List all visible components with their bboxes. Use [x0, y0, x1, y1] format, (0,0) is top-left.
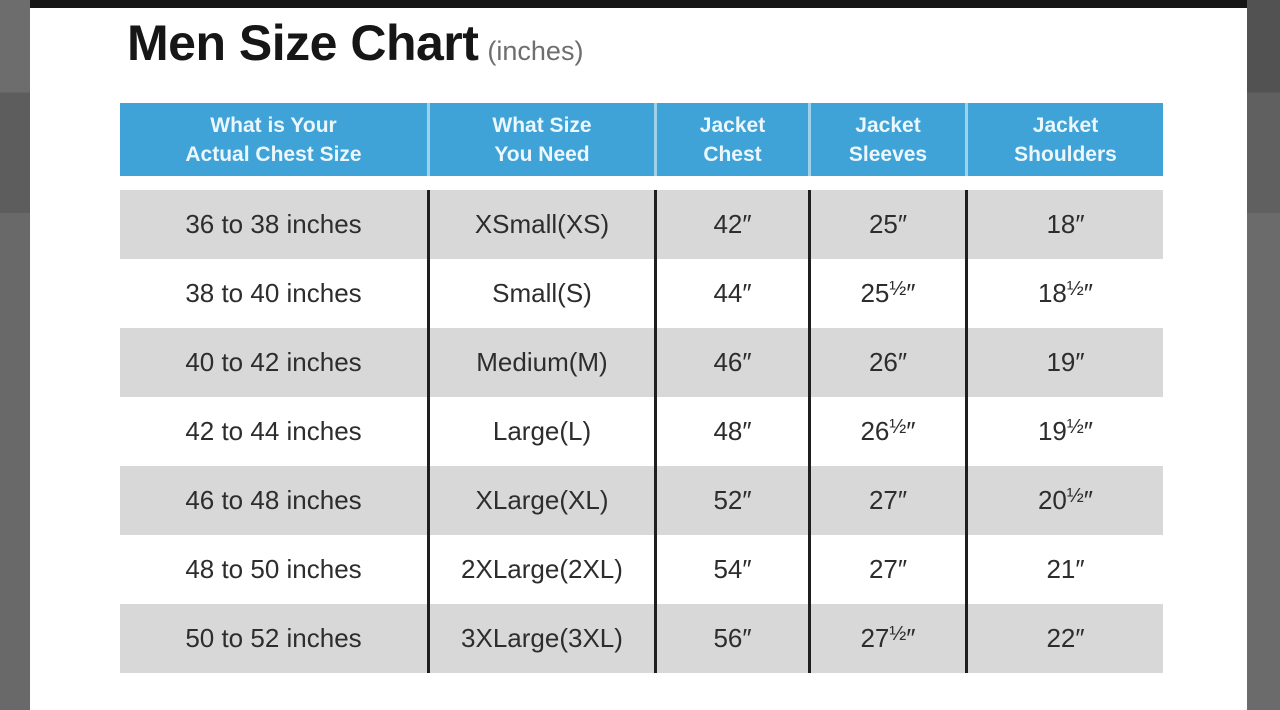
page-title-block: Men Size Chart (inches) — [127, 14, 583, 72]
table-cell: 54″ — [654, 535, 808, 604]
header-cell-jacket-sleeves: Jacket Sleeves — [808, 103, 965, 176]
top-edge-bar — [30, 0, 1247, 8]
table-cell: 40 to 42 inches — [185, 347, 362, 377]
table-cell: Small(S) — [427, 259, 654, 328]
table-cell: 50 to 52 inches — [185, 623, 362, 653]
table-cell: 36 to 38 inches — [185, 209, 362, 239]
header-cell-jacket-shoulders: Jacket Shoulders — [965, 103, 1163, 176]
table-row: 42 to 44 inches Large(L) 48″ 26 ½ ″ 19 ½ ″ — [120, 397, 1163, 466]
table-cell: 27″ — [808, 466, 965, 535]
table-cell: Medium(M) — [427, 328, 654, 397]
table-cell: 52″ — [654, 466, 808, 535]
table-cell: 46 to 48 inches — [185, 485, 362, 515]
table-cell: 46″ — [654, 328, 808, 397]
table-body: 36 to 38 inches XSmall(XS) 42″ 25″ 18″ 38 to … — [120, 190, 1163, 673]
table-cell: 27″ — [808, 535, 965, 604]
table-cell: 22″ — [965, 604, 1163, 673]
table-cell: 42″ — [654, 190, 808, 259]
table-header-row: What is Your Actual Chest Size What Size… — [120, 103, 1163, 176]
size-chart-table: What is Your Actual Chest Size What Size… — [120, 103, 1163, 673]
table-row: 40 to 42 inches Medium(M) 46″ 26″ 19″ — [120, 328, 1163, 397]
table-cell: XLarge(XL) — [427, 466, 654, 535]
right-edge-bar — [1247, 0, 1280, 710]
table-cell: 27 ½ ″ — [808, 604, 965, 673]
page-title: Men Size Chart — [127, 15, 479, 71]
table-cell: 44″ — [654, 259, 808, 328]
table-cell: 21″ — [965, 535, 1163, 604]
table-cell: 26″ — [808, 328, 965, 397]
table-cell: 42 to 44 inches — [185, 416, 362, 446]
table-cell: XSmall(XS) — [427, 190, 654, 259]
header-cell-size-you-need: What Size You Need — [427, 103, 654, 176]
header-cell-actual-chest-size: What is Your Actual Chest Size — [185, 113, 362, 166]
page-title-units: (inches) — [487, 36, 584, 66]
table-row: 36 to 38 inches XSmall(XS) 42″ 25″ 18″ — [120, 190, 1163, 259]
table-cell: 18 ½ ″ — [965, 259, 1163, 328]
table-cell: 3XLarge(3XL) — [427, 604, 654, 673]
table-cell: 56″ — [654, 604, 808, 673]
table-cell: 25″ — [808, 190, 965, 259]
table-cell: 25 ½ ″ — [808, 259, 965, 328]
table-cell: 48″ — [654, 397, 808, 466]
table-cell: 2XLarge(2XL) — [427, 535, 654, 604]
table-cell: 20 ½ ″ — [965, 466, 1163, 535]
table-cell: 48 to 50 inches — [185, 554, 362, 584]
table-cell: 19″ — [965, 328, 1163, 397]
table-cell: 18″ — [965, 190, 1163, 259]
table-row: 50 to 52 inches 3XLarge(3XL) 56″ 27 ½ ″ 22″ — [120, 604, 1163, 673]
table-row: 38 to 40 inches Small(S) 44″ 25 ½ ″ 18 ½ ″ — [120, 259, 1163, 328]
table-cell: 26 ½ ″ — [808, 397, 965, 466]
table-row: 48 to 50 inches 2XLarge(2XL) 54″ 27″ 21″ — [120, 535, 1163, 604]
table-cell: 38 to 40 inches — [185, 278, 362, 308]
table-row: 46 to 48 inches XLarge(XL) 52″ 27″ 20 ½ ″ — [120, 466, 1163, 535]
table-cell: 19 ½ ″ — [965, 397, 1163, 466]
table-cell: Large(L) — [427, 397, 654, 466]
left-edge-bar — [0, 0, 30, 710]
header-cell-jacket-chest: Jacket Chest — [654, 103, 808, 176]
